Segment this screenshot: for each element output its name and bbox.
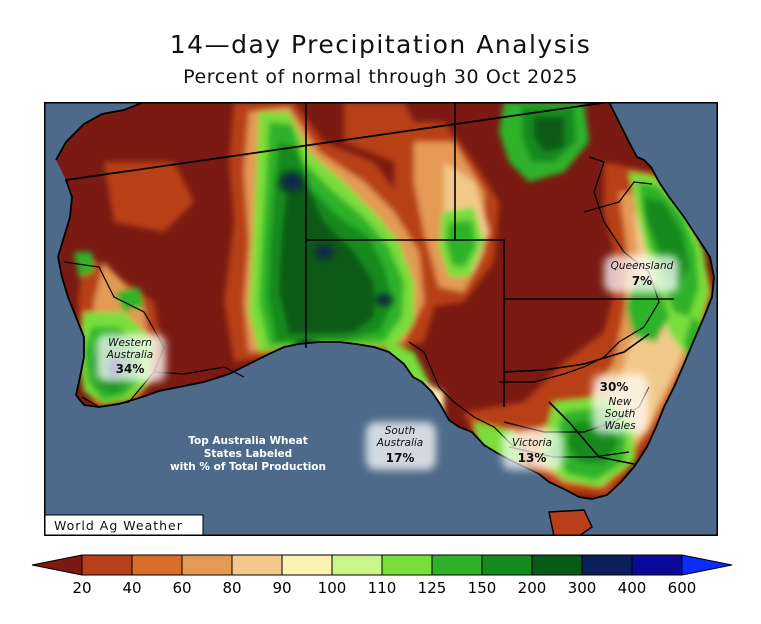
legend-tick-label: 40	[122, 579, 141, 597]
western-australia-pct: 34%	[116, 362, 145, 376]
western-australia-name-1: Western	[108, 337, 152, 349]
legend-swatch	[481, 554, 533, 576]
legend-tick-label: 600	[668, 579, 697, 597]
legend-swatch	[381, 554, 433, 576]
coastline	[55, 102, 715, 500]
color-legend: 20 40 60 80 90 100 110 125 150 200 300 400 600	[31, 554, 733, 597]
queensland-name: Queensland	[611, 260, 674, 272]
south-australia-name-1: South	[385, 425, 416, 437]
precipitation-shading	[74, 102, 714, 497]
legend-swatch	[131, 554, 183, 576]
info-note: Top Australia Wheat States Labeled with …	[170, 435, 326, 473]
new-south-wales-pct: 30%	[600, 380, 629, 394]
legend-swatches	[31, 554, 733, 576]
legend-swatch	[331, 554, 383, 576]
tasmania	[549, 510, 592, 536]
label-south-australia: South Australia 17%	[366, 422, 436, 470]
western-australia-name-2: Australia	[106, 349, 153, 361]
label-queensland: Queensland 7%	[604, 255, 679, 293]
legend-tick-label: 200	[518, 579, 547, 597]
legend-swatch	[531, 554, 583, 576]
state-labels: Western Australia 34% South Australia 17…	[96, 255, 679, 470]
legend-swatch-above	[681, 554, 733, 576]
precipitation-map: Western Australia 34% South Australia 17…	[44, 102, 718, 536]
info-note-line-2: States Labeled	[204, 448, 292, 460]
new-south-wales-name-3: Wales	[604, 420, 636, 432]
credit-text: World Ag Weather	[54, 518, 183, 533]
legend-swatch	[631, 554, 683, 576]
legend-tick-label: 80	[222, 579, 241, 597]
victoria-name: Victoria	[512, 437, 552, 449]
legend-tick-label: 300	[568, 579, 597, 597]
label-victoria: Victoria 13%	[502, 430, 564, 470]
legend-swatch	[181, 554, 233, 576]
info-note-line-1: Top Australia Wheat	[188, 435, 308, 447]
legend-tick-label: 400	[618, 579, 647, 597]
legend-tick-label: 60	[172, 579, 191, 597]
legend-swatch	[431, 554, 483, 576]
legend-tick-label: 90	[272, 579, 291, 597]
legend-tick-label: 150	[468, 579, 497, 597]
legend-ticks: 20 40 60 80 90 100 110 125 150 200 300 400 600	[72, 579, 696, 597]
legend-swatch	[281, 554, 333, 576]
south-australia-name-2: Australia	[376, 437, 423, 449]
legend-tick-label: 20	[72, 579, 91, 597]
south-australia-pct: 17%	[386, 451, 415, 465]
legend-swatch	[231, 554, 283, 576]
legend-swatch-below	[31, 554, 83, 576]
label-western-australia: Western Australia 34%	[96, 334, 166, 382]
map-frame	[44, 102, 718, 536]
credit-box: World Ag Weather	[44, 514, 204, 536]
queensland-pct: 7%	[632, 274, 652, 288]
tasmania-outline	[548, 509, 593, 536]
legend-swatch	[81, 554, 133, 576]
legend-swatch	[581, 554, 633, 576]
legend-tick-label: 125	[418, 579, 447, 597]
new-south-wales-name-1: New	[609, 396, 632, 408]
map-title: 14—day Precipitation Analysis	[169, 30, 592, 59]
legend-tick-label: 110	[368, 579, 397, 597]
map-subtitle: Percent of normal through 30 Oct 2025	[183, 66, 578, 88]
info-note-line-3: with % of Total Production	[170, 461, 326, 473]
label-new-south-wales: 30% New South Wales	[592, 374, 648, 434]
legend-tick-label: 100	[318, 579, 347, 597]
new-south-wales-name-2: South	[605, 408, 636, 420]
victoria-pct: 13%	[518, 451, 547, 465]
